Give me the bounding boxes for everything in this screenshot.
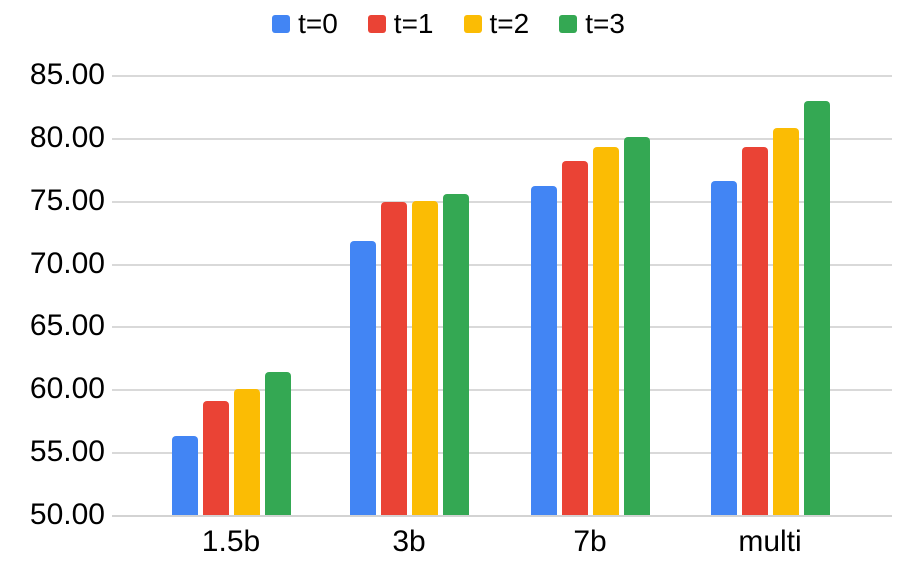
gridline (112, 200, 892, 203)
chart-legend: t=0 t=1 t=2 t=3 (0, 4, 897, 44)
legend-item-1: t=1 (367, 8, 434, 39)
gridline (112, 75, 892, 77)
y-tick-label: 65.00 (29, 309, 105, 343)
legend-color-swatch (272, 15, 291, 33)
bar-3b-t=0 (349, 240, 376, 515)
x-axis-label-1.5b: 1.5b (201, 525, 261, 558)
y-tick-label: 75.00 (29, 183, 105, 217)
legend-color-swatch (559, 15, 578, 33)
bar-7b-t=3 (623, 136, 650, 515)
y-tick-label: 85.00 (29, 58, 105, 91)
legend-label: t=3 (585, 8, 625, 39)
legend-label: t=1 (393, 8, 434, 39)
plot-area (112, 75, 892, 517)
legend-item-0: t=0 (272, 10, 338, 38)
bar-7b-t=0 (530, 185, 557, 515)
bar-7b-t=2 (592, 146, 619, 515)
bar-1.5b-t=2 (233, 389, 260, 515)
x-axis-labels: 1.5b 3b 7b multi (112, 522, 892, 566)
legend-item-2: t=2 (463, 8, 530, 39)
legend-item-3: t=3 (559, 10, 625, 38)
legend-label: t=2 (489, 8, 530, 39)
gridline (112, 389, 892, 392)
x-axis-label-3b: 3b (392, 525, 426, 558)
gridline (112, 326, 892, 329)
gridline (112, 137, 892, 140)
y-tick-label: 50.00 (29, 498, 105, 531)
gridline (112, 515, 892, 517)
bar-7b-t=1 (561, 160, 588, 515)
legend-color-swatch (463, 15, 482, 33)
x-axis-label-7b: 7b (573, 525, 607, 558)
gridline (112, 263, 892, 266)
gridline (112, 452, 892, 455)
y-tick-label: 55.00 (29, 435, 105, 469)
bar-1.5b-t=3 (264, 371, 291, 515)
bar-3b-t=2 (411, 200, 438, 515)
x-axis-label-multi: multi (738, 525, 802, 558)
y-tick-label: 60.00 (29, 372, 105, 406)
y-tick-label: 70.00 (29, 246, 105, 280)
bar-multi-t=2 (772, 127, 799, 515)
bar-multi-t=3 (803, 101, 830, 515)
bar-3b-t=3 (442, 194, 469, 515)
legend-color-swatch (367, 15, 386, 33)
legend-label: t=0 (298, 8, 338, 39)
bar-3b-t=1 (380, 201, 407, 515)
bar-1.5b-t=0 (171, 435, 198, 515)
y-tick-label: 80.00 (29, 120, 105, 154)
bar-multi-t=1 (741, 146, 768, 515)
bar-multi-t=0 (710, 180, 737, 515)
bar-1.5b-t=1 (202, 400, 229, 515)
y-axis-labels: 85.00 80.00 75.00 70.00 65.00 60.00 55.00 50.00 (0, 58, 105, 531)
